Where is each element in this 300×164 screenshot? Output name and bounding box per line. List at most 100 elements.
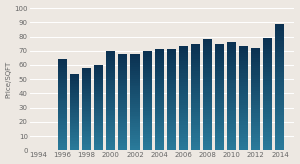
Bar — [106, 99, 116, 101]
Bar — [191, 146, 200, 148]
Bar — [215, 97, 224, 99]
Bar — [179, 94, 188, 96]
Bar — [215, 76, 224, 78]
Bar — [239, 65, 248, 67]
Bar — [203, 130, 212, 133]
Bar — [251, 103, 260, 105]
Bar — [58, 145, 67, 147]
Bar — [58, 103, 67, 105]
Bar — [239, 105, 248, 107]
Bar — [142, 101, 152, 102]
Bar — [215, 133, 224, 135]
Bar — [227, 53, 236, 55]
Bar — [215, 108, 224, 110]
Bar — [94, 120, 103, 121]
Bar — [215, 82, 224, 84]
Bar — [130, 129, 140, 131]
Bar — [215, 88, 224, 91]
Bar — [191, 103, 200, 106]
Bar — [154, 98, 164, 100]
Bar — [239, 127, 248, 130]
Bar — [142, 113, 152, 114]
Bar — [227, 127, 236, 129]
Bar — [130, 112, 140, 114]
Bar — [58, 134, 67, 136]
Bar — [82, 137, 91, 139]
Bar — [154, 108, 164, 110]
Bar — [154, 78, 164, 80]
Bar — [203, 137, 212, 139]
Bar — [179, 61, 188, 63]
Bar — [251, 124, 260, 126]
Bar — [263, 69, 272, 72]
Bar — [251, 48, 260, 50]
Bar — [106, 71, 116, 73]
Bar — [179, 69, 188, 71]
Bar — [118, 61, 127, 63]
Bar — [154, 51, 164, 53]
Bar — [130, 92, 140, 94]
Bar — [227, 51, 236, 53]
Bar — [106, 95, 116, 97]
Bar — [70, 143, 79, 144]
Bar — [70, 132, 79, 133]
Bar — [130, 131, 140, 133]
Bar — [118, 108, 127, 110]
Bar — [154, 138, 164, 140]
Bar — [130, 148, 140, 150]
Bar — [263, 87, 272, 90]
Bar — [154, 116, 164, 118]
Bar — [94, 140, 103, 142]
Bar — [118, 127, 127, 129]
Bar — [154, 114, 164, 116]
Bar — [106, 67, 116, 69]
Bar — [70, 110, 79, 112]
Bar — [154, 49, 164, 51]
Bar — [263, 51, 272, 54]
Bar — [106, 83, 116, 85]
Bar — [130, 110, 140, 112]
Bar — [130, 108, 140, 110]
Bar — [106, 73, 116, 75]
Bar — [263, 110, 272, 112]
Bar — [179, 130, 188, 132]
Bar — [227, 140, 236, 142]
Bar — [263, 117, 272, 119]
Bar — [203, 133, 212, 135]
Bar — [154, 70, 164, 72]
Bar — [167, 138, 176, 140]
Bar — [154, 57, 164, 59]
Bar — [106, 124, 116, 126]
Bar — [251, 75, 260, 77]
Bar — [239, 51, 248, 53]
Bar — [94, 92, 103, 94]
Bar — [70, 130, 79, 132]
Bar — [58, 112, 67, 114]
Bar — [251, 97, 260, 99]
Bar — [70, 87, 79, 89]
Bar — [275, 69, 284, 72]
Bar — [227, 77, 236, 79]
Bar — [142, 67, 152, 69]
Bar — [203, 90, 212, 93]
Bar — [203, 44, 212, 46]
Bar — [239, 57, 248, 59]
Bar — [251, 109, 260, 111]
Bar — [82, 126, 91, 127]
Bar — [106, 126, 116, 128]
Bar — [142, 69, 152, 71]
Bar — [118, 77, 127, 79]
Bar — [106, 91, 116, 93]
Bar — [70, 84, 79, 86]
Bar — [94, 79, 103, 80]
Bar — [239, 98, 248, 101]
Bar — [94, 128, 103, 130]
Bar — [70, 123, 79, 124]
Bar — [167, 72, 176, 74]
Bar — [227, 101, 236, 103]
Bar — [251, 71, 260, 72]
Bar — [227, 92, 236, 94]
Bar — [142, 116, 152, 118]
Bar — [70, 140, 79, 141]
Bar — [203, 115, 212, 117]
